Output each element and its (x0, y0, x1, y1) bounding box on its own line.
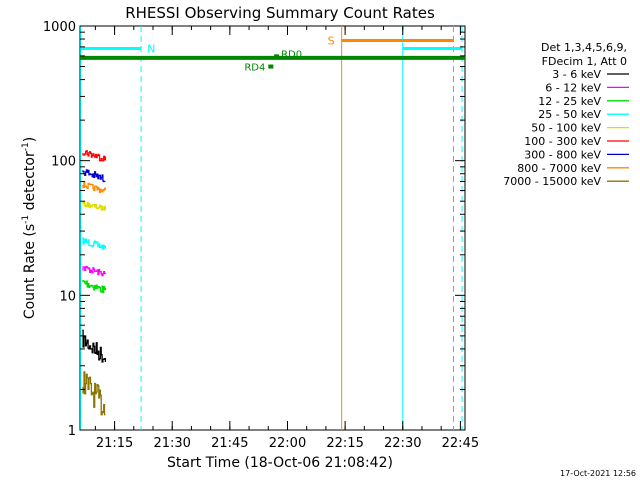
y-tick-label: 1 (68, 424, 76, 439)
legend-label: 100 - 300 keV (524, 135, 601, 148)
y-axis-label-end: ) (22, 137, 38, 142)
legend-header: FDecim 1, Att 0 (542, 55, 627, 68)
series-line-3 (82, 237, 107, 250)
plot-area: N S RD0 RD4 (79, 25, 466, 431)
series-line-2 (82, 280, 107, 293)
plot-frame (79, 25, 466, 431)
night-label: N (147, 43, 155, 56)
x-tick-label: 22:30 (384, 436, 421, 451)
legend-label: 6 - 12 keV (545, 81, 601, 94)
legend-label: 50 - 100 keV (531, 122, 601, 135)
rd4-marker (268, 64, 274, 69)
y-axis-label-main: Count Rate (s (22, 224, 38, 319)
x-axis-label: Start Time (18-Oct-06 21:08:42) (167, 455, 393, 471)
legend: Det 1,3,4,5,6,9,FDecim 1, Att 03 - 6 keV… (503, 41, 629, 188)
y-axis-label: Count Rate (s-1 detector-1) (21, 137, 38, 319)
y-axis-label-sup1: -1 (21, 215, 31, 224)
y-tick-label: 100 (51, 155, 76, 170)
x-tick-label: 21:15 (96, 436, 133, 451)
series-line-1 (82, 265, 107, 277)
y-axis: 1 10 100 1000 (43, 20, 465, 439)
legend-label: 800 - 7000 keV (517, 162, 601, 175)
series-line-5 (82, 150, 107, 162)
x-tick-label: 22:15 (326, 436, 363, 451)
legend-label: 25 - 50 keV (538, 108, 601, 121)
y-tick-label: 10 (59, 289, 76, 304)
series-line-8 (82, 371, 106, 416)
series-line-7 (82, 181, 107, 194)
legend-label: 3 - 6 keV (552, 68, 601, 81)
y-tick-label: 1000 (43, 20, 76, 35)
x-tick-label: 21:45 (211, 436, 248, 451)
legend-header: Det 1,3,4,5,6,9, (541, 41, 627, 54)
y-axis-label-mid: detector (22, 151, 38, 215)
x-axis: 21:15 21:30 21:45 22:00 22:15 22:30 22:45 (94, 26, 479, 451)
legend-label: 300 - 800 keV (524, 148, 601, 161)
series-line-4 (82, 200, 107, 211)
series-line-6 (82, 169, 106, 183)
x-tick-label: 21:30 (153, 436, 190, 451)
rd4-label: RD4 (244, 63, 265, 74)
series-line-0 (82, 329, 107, 363)
chart-title: RHESSI Observing Summary Count Rates (125, 4, 435, 22)
saa-label: S (328, 35, 335, 48)
x-tick-label: 22:45 (442, 436, 479, 451)
rd0-marker (274, 54, 280, 59)
legend-label: 7000 - 15000 keV (503, 175, 601, 188)
rd0-label: RD0 (281, 49, 302, 60)
legend-label: 12 - 25 keV (538, 95, 601, 108)
x-tick-label: 22:00 (269, 436, 306, 451)
y-axis-label-sup2: -1 (21, 142, 31, 151)
timestamp: 17-Oct-2021 12:56 (560, 469, 636, 478)
